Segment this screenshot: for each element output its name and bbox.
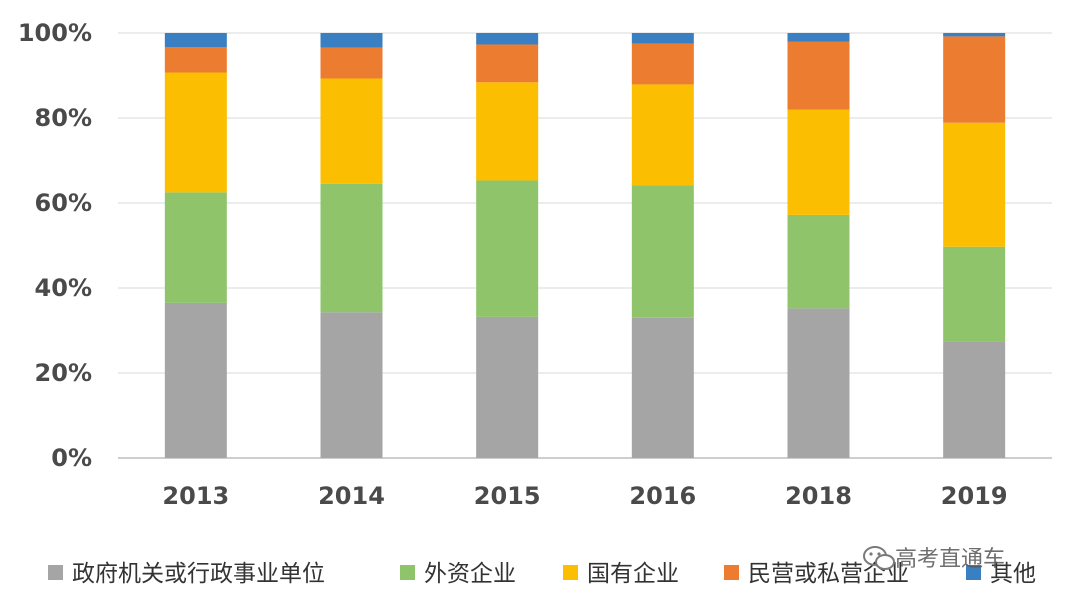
legend-label: 国有企业 (587, 561, 679, 587)
x-tick-label: 2013 (162, 482, 229, 510)
y-tick-label: 80% (35, 104, 92, 132)
bar-segment (164, 302, 227, 458)
gridlines (118, 32, 1052, 459)
bar-segment (164, 192, 227, 303)
bar-segment (631, 185, 694, 318)
wechat-icon (863, 546, 895, 570)
x-tick-label: 2019 (941, 482, 1008, 510)
y-tick-label: 40% (35, 274, 92, 302)
bar-segment (787, 33, 850, 42)
bar-segment (943, 246, 1006, 342)
bar-segment (943, 341, 1006, 458)
legend-label: 其他 (990, 561, 1036, 587)
bar-segment (320, 78, 383, 184)
legend-swatch (966, 565, 981, 580)
x-tick-label: 2014 (318, 482, 385, 510)
bar-segment (787, 109, 850, 215)
bar-segment (164, 72, 227, 193)
x-tick-label: 2015 (474, 482, 541, 510)
bar-segment (787, 214, 850, 309)
bar-segment (943, 33, 1006, 37)
bar-segment (476, 44, 539, 83)
axes: 0% 20% 40% 60% 80% 100% 2013 2014 2015 2016 2018 20… (18, 19, 1008, 510)
y-tick-label: 60% (35, 189, 92, 217)
bar-segment (476, 316, 539, 458)
bar-segment (631, 33, 694, 44)
legend-swatch (400, 565, 415, 580)
legend-swatch (48, 565, 63, 580)
legend-label: 政府机关或行政事业单位 (72, 561, 325, 587)
bar-segment (320, 47, 383, 79)
bar-segment (320, 183, 383, 313)
watermark-text: 高考直通车 (895, 547, 1005, 572)
bar-segment (943, 36, 1006, 123)
bar-segment (164, 47, 227, 73)
bar-segment (476, 82, 539, 181)
y-tick-label: 20% (35, 359, 92, 387)
x-tick-label: 2016 (629, 482, 696, 510)
bar-segment (631, 43, 694, 85)
watermark: 高考直通车 (863, 546, 1005, 572)
bar-segment (631, 317, 694, 458)
bar-segment (320, 33, 383, 48)
legend-label: 外资企业 (424, 561, 516, 587)
x-tick-label: 2018 (785, 482, 852, 510)
bar-segment (787, 308, 850, 458)
legend-swatch (724, 565, 739, 580)
bar-segment (164, 33, 227, 48)
legend-swatch (563, 565, 578, 580)
bar-segment (476, 180, 539, 317)
y-tick-label: 0% (51, 444, 92, 472)
bar-segment (787, 41, 850, 110)
bar-segment (631, 84, 694, 186)
y-tick-label: 100% (18, 19, 92, 47)
bar-segment (320, 312, 383, 458)
bar-segment (476, 33, 539, 45)
bar-segment (943, 122, 1006, 247)
bars (164, 33, 1006, 458)
